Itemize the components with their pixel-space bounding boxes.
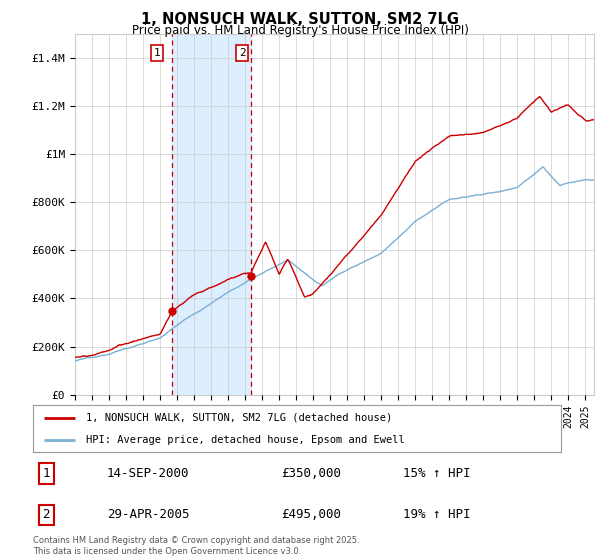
Text: 2: 2 xyxy=(239,48,245,58)
Text: 29-APR-2005: 29-APR-2005 xyxy=(107,508,190,521)
Text: 2: 2 xyxy=(43,508,50,521)
Text: 1: 1 xyxy=(43,467,50,480)
Bar xyxy=(172,34,251,395)
Text: 14-SEP-2000: 14-SEP-2000 xyxy=(107,467,190,480)
Text: 15% ↑ HPI: 15% ↑ HPI xyxy=(403,467,470,480)
Text: Contains HM Land Registry data © Crown copyright and database right 2025.
This d: Contains HM Land Registry data © Crown c… xyxy=(33,536,359,556)
Text: 1, NONSUCH WALK, SUTTON, SM2 7LG: 1, NONSUCH WALK, SUTTON, SM2 7LG xyxy=(141,12,459,27)
Text: Price paid vs. HM Land Registry's House Price Index (HPI): Price paid vs. HM Land Registry's House … xyxy=(131,24,469,36)
Text: HPI: Average price, detached house, Epsom and Ewell: HPI: Average price, detached house, Epso… xyxy=(86,435,404,445)
Text: £350,000: £350,000 xyxy=(281,467,341,480)
Text: £495,000: £495,000 xyxy=(281,508,341,521)
Text: 1, NONSUCH WALK, SUTTON, SM2 7LG (detached house): 1, NONSUCH WALK, SUTTON, SM2 7LG (detach… xyxy=(86,413,392,423)
Text: 1: 1 xyxy=(154,48,160,58)
Text: 19% ↑ HPI: 19% ↑ HPI xyxy=(403,508,470,521)
